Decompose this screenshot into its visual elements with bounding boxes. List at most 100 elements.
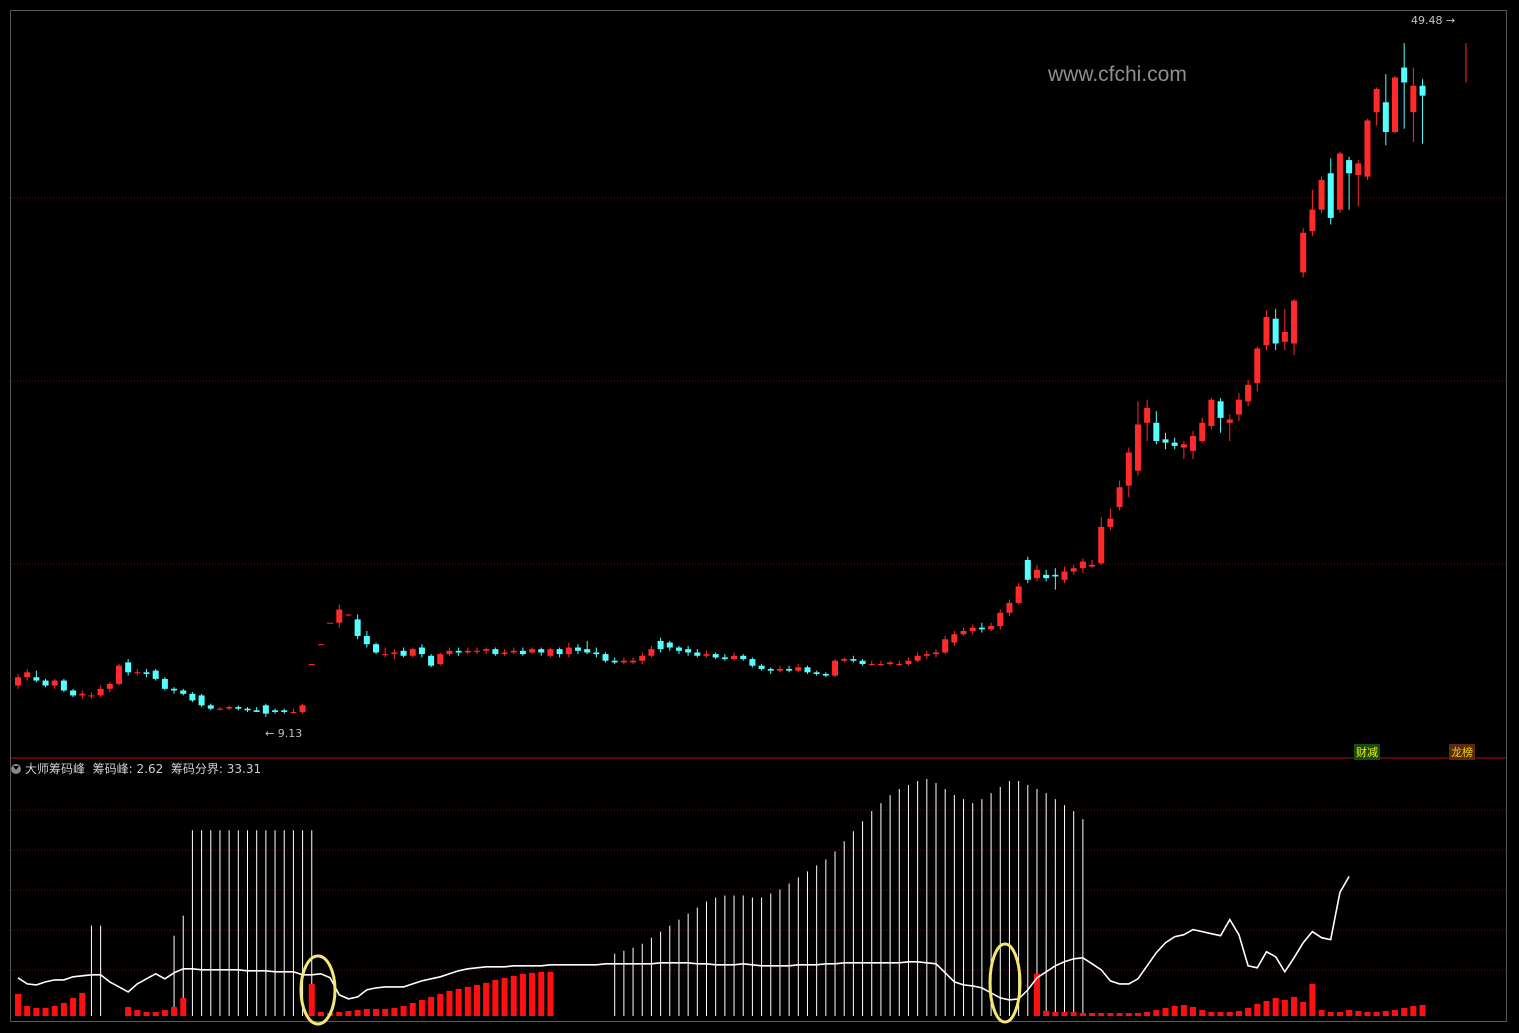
candle-body <box>483 649 490 651</box>
candle-body <box>1346 160 1353 174</box>
candle-body <box>446 650 453 655</box>
candle-body <box>1107 518 1114 527</box>
candle-body <box>134 672 141 674</box>
chip-bar <box>1098 1012 1105 1016</box>
chip-bar <box>125 1006 132 1016</box>
chip-bar <box>42 1007 49 1016</box>
candle-body <box>841 659 848 661</box>
chip-bar <box>1190 1006 1197 1016</box>
candle-body <box>1079 561 1086 569</box>
chevron-down-icon[interactable] <box>11 764 21 774</box>
candle-body <box>648 649 655 656</box>
candle-body <box>868 664 875 666</box>
candle-body <box>409 649 416 656</box>
indicator-line2-value: 33.31 <box>226 762 262 776</box>
candle-body <box>1245 384 1252 402</box>
candle-body <box>262 705 269 714</box>
candle-body <box>1364 120 1371 177</box>
chip-bar <box>180 997 187 1016</box>
candle-body <box>951 634 958 643</box>
indicator-title-bar[interactable]: 大师筹码峰 筹码峰: 2.62 筹码分界: 33.31 <box>11 760 261 777</box>
candle-body <box>106 683 113 689</box>
candle-body <box>235 706 242 709</box>
chip-bar <box>428 996 435 1016</box>
candle-body <box>675 647 682 651</box>
candle-body <box>1116 487 1123 508</box>
candle-body <box>1061 571 1068 580</box>
chip-bar <box>409 1002 416 1016</box>
candle-body <box>850 659 857 661</box>
chip-bar <box>33 1007 40 1016</box>
chip-bar <box>1254 1003 1261 1016</box>
chip-bar <box>1208 1011 1215 1016</box>
chip-bar <box>152 1011 159 1016</box>
marker-longhu[interactable]: 龙榜 <box>1449 744 1475 760</box>
candle-body <box>1226 419 1233 423</box>
highlight-circles <box>299 942 1022 1026</box>
candle-body <box>1052 574 1059 577</box>
candle-body <box>758 665 765 669</box>
chip-bar <box>1153 1009 1160 1016</box>
chip-bar <box>143 1011 150 1016</box>
candle-body <box>529 649 536 653</box>
indicator-line1-label: 筹码峰: <box>92 762 133 776</box>
candle-body <box>639 655 646 661</box>
candle-body <box>501 652 508 655</box>
chip-bar <box>363 1008 370 1016</box>
candle-body <box>1024 559 1031 580</box>
chip-bar <box>1263 1000 1270 1016</box>
watermark-text: www.cfchi.com <box>1048 63 1187 86</box>
candle-body <box>354 619 361 636</box>
candle-body <box>363 635 370 645</box>
candle-body <box>538 649 545 653</box>
candle-body <box>547 649 554 656</box>
chip-bar <box>538 971 545 1016</box>
chip-bar <box>308 983 315 1016</box>
candle-body <box>1153 422 1160 441</box>
chip-bar <box>79 992 86 1016</box>
candle-body <box>226 706 233 709</box>
chip-bar <box>1070 1011 1077 1016</box>
candle-body <box>125 662 132 673</box>
chip-bar <box>1226 1011 1233 1016</box>
candle-body <box>1217 401 1224 418</box>
chart-frame <box>10 10 1507 1022</box>
candle-body <box>1392 77 1398 133</box>
candle-body <box>42 680 49 686</box>
candle-body <box>804 667 811 673</box>
candle-body <box>1180 444 1187 448</box>
chip-bar <box>1410 1005 1417 1016</box>
indicator-line2-label: 筹码分界: <box>170 762 223 776</box>
candle-body <box>510 650 517 653</box>
candle-body <box>70 690 77 696</box>
chip-bar <box>1419 1004 1426 1016</box>
candle-body <box>712 654 719 658</box>
candle-body <box>216 708 223 710</box>
chip-bar <box>1309 983 1316 1016</box>
candle-body <box>97 688 104 696</box>
candle-body <box>290 711 297 713</box>
candle-body <box>1355 163 1362 175</box>
candle-body <box>1089 564 1096 567</box>
candle-body <box>253 710 260 712</box>
candle-body <box>161 678 168 689</box>
price-high-label: 49.48 → <box>1411 14 1456 27</box>
highlight-circle <box>299 954 337 1026</box>
candle-body <box>428 655 435 666</box>
candle-body <box>418 647 425 655</box>
chip-bar <box>1382 1010 1389 1016</box>
chip-bar <box>1300 1001 1307 1016</box>
candle-body <box>749 659 756 666</box>
candle-body <box>1318 179 1325 210</box>
indicator-line1-value: 2.62 <box>136 762 164 776</box>
candle-body <box>373 644 380 653</box>
candle-body <box>244 708 251 711</box>
marker-caijian[interactable]: 财减 <box>1354 744 1380 760</box>
candle-body <box>1300 232 1307 273</box>
chip-bar <box>1327 1011 1334 1016</box>
candle-body <box>180 690 187 694</box>
chip-bar <box>1144 1011 1151 1016</box>
candle-body <box>887 662 894 665</box>
candle-body <box>115 665 122 684</box>
candle-body <box>584 649 591 653</box>
